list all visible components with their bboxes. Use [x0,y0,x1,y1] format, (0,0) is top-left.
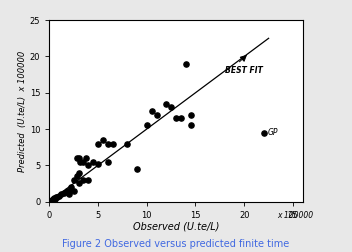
Y-axis label: Predicted  (U.te/L)  x 100000: Predicted (U.te/L) x 100000 [18,50,27,172]
Point [53,195,59,199]
Point [51,196,57,200]
Point [83,156,89,160]
Point [50,197,56,201]
Text: Figure 2 Observed versus predicted finite time: Figure 2 Observed versus predicted finit… [62,239,290,249]
Point [52,197,58,201]
Point [68,185,74,189]
Point [76,156,81,160]
Point [64,189,70,193]
Point [78,160,83,164]
Point [49,198,55,202]
Point [125,142,130,146]
Point [86,178,91,182]
Point [66,189,71,193]
Point [100,138,106,142]
Point [149,109,155,113]
Point [163,102,169,106]
Point [154,112,159,116]
Point [66,192,71,196]
Point [81,160,86,164]
Point [173,116,179,120]
Point [90,160,96,164]
Text: x 100000: x 100000 [278,211,314,220]
Point [144,123,150,128]
Text: BEST FIT: BEST FIT [225,67,263,75]
Point [54,195,60,199]
Point [86,163,91,167]
Point [178,116,184,120]
Point [134,167,140,171]
Point [71,189,76,193]
Point [71,178,76,182]
Point [105,142,111,146]
Point [58,192,64,196]
Point [76,181,81,185]
Point [56,194,62,198]
Point [110,142,115,146]
Point [49,199,54,203]
Point [81,178,86,182]
Point [61,191,67,195]
X-axis label: Observed (U.te/L): Observed (U.te/L) [133,221,219,231]
Point [95,142,101,146]
Point [74,174,80,178]
Point [76,171,81,175]
Point [74,156,80,160]
Point [95,162,101,166]
Point [105,160,111,164]
Point [168,105,174,109]
Point [261,131,266,135]
Text: GP: GP [268,128,278,137]
Point [188,123,194,128]
Point [188,112,194,116]
Point [183,62,189,66]
